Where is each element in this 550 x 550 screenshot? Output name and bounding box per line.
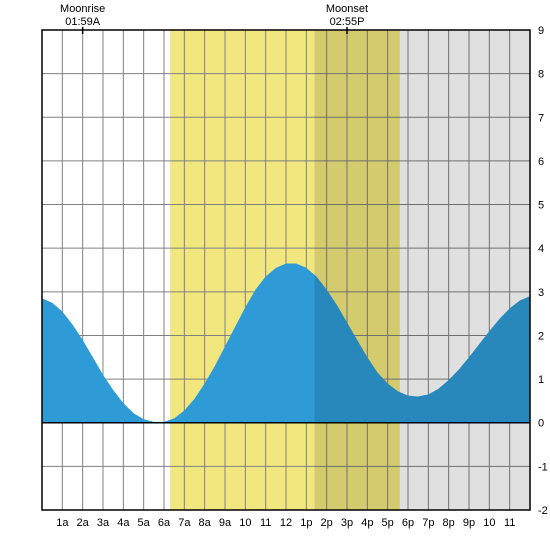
pm-shade [314,30,530,510]
x-tick-label: 3p [341,517,353,529]
x-tick-label: 9p [463,517,475,529]
y-tick-label: -1 [538,461,548,473]
x-tick-label: 9a [219,517,232,529]
y-tick-label: 5 [538,200,544,212]
x-tick-label: 4a [117,517,130,529]
y-tick-label: 0 [538,418,544,430]
moon-event-name: Moonrise [60,3,105,15]
y-tick-label: 9 [538,25,544,37]
moon-event-time: 01:59A [65,16,101,28]
y-tick-label: 2 [538,330,544,342]
x-tick-label: 2p [321,517,333,529]
x-tick-label: 8p [443,517,455,529]
x-tick-label: 11 [260,517,271,529]
y-tick-label: -2 [538,505,548,517]
x-tick-label: 1p [300,517,312,529]
moon-event-time: 02:55P [330,16,365,28]
y-tick-label: 1 [538,374,544,386]
x-tick-label: 10 [483,517,495,529]
x-tick-label: 5a [138,517,151,529]
x-tick-label: 2a [77,517,90,529]
x-tick-label: 7p [422,517,434,529]
y-tick-label: 4 [538,243,544,255]
y-tick-label: 8 [538,69,544,81]
x-tick-label: 1a [56,517,69,529]
x-tick-label: 10 [239,517,251,529]
x-tick-label: 6a [158,517,171,529]
x-tick-label: 5p [382,517,394,529]
x-tick-label: 3a [97,517,110,529]
x-tick-label: 6p [402,517,414,529]
moon-event-name: Moonset [326,3,368,15]
x-tick-label: 8a [199,517,212,529]
x-tick-label: 12 [280,517,292,529]
y-tick-label: 6 [538,156,544,168]
x-tick-label: 7a [178,517,191,529]
y-tick-label: 7 [538,112,544,124]
x-tick-label: 4p [361,517,373,529]
x-tick-label: 11 [504,517,515,529]
y-tick-label: 3 [538,287,544,299]
tide-chart: 1a2a3a4a5a6a7a8a9a1011121p2p3p4p5p6p7p8p… [0,0,550,550]
chart-svg: 1a2a3a4a5a6a7a8a9a1011121p2p3p4p5p6p7p8p… [0,0,550,550]
